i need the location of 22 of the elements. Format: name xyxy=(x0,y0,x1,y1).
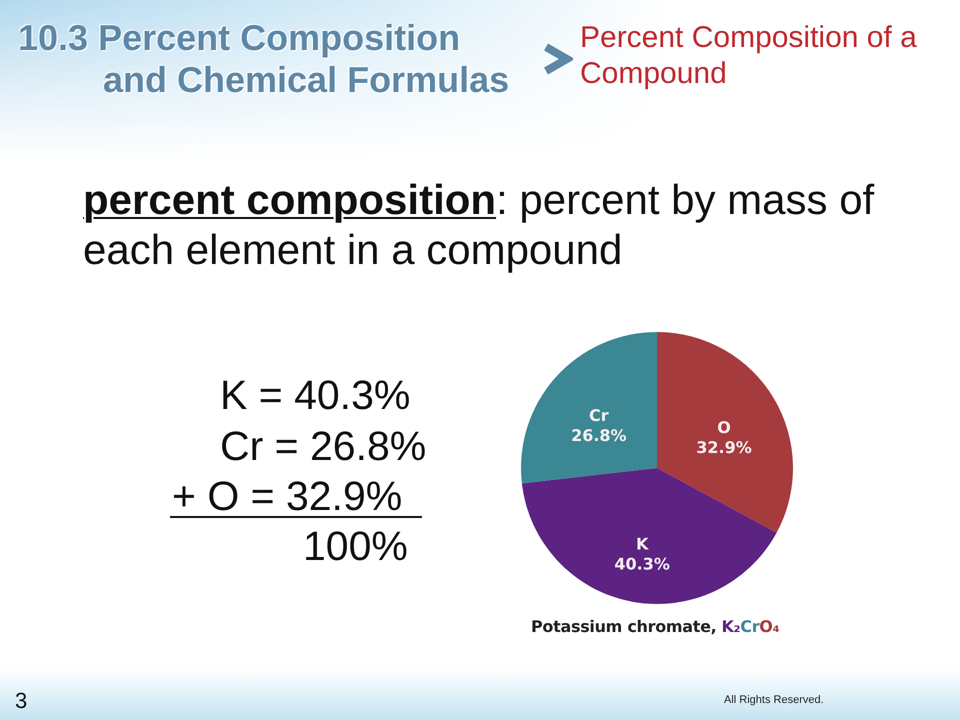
text: All Rights Reserved. xyxy=(724,694,824,707)
text: + O = 32.9% xyxy=(172,473,402,519)
data-label: 40.3% xyxy=(614,554,670,574)
text: Cr = 26.8% xyxy=(220,423,426,469)
data-label: 26.8% xyxy=(571,426,627,446)
text: 3 xyxy=(15,688,28,713)
pie-slice xyxy=(657,332,793,533)
pie-slice xyxy=(522,468,777,604)
slice-label: Cr xyxy=(588,406,609,426)
text: Potassium chromate, xyxy=(531,617,716,637)
text: each element in a compound xyxy=(83,226,622,273)
text: 100% xyxy=(303,523,408,569)
pie-slice xyxy=(521,332,657,484)
text: percent composition xyxy=(83,176,496,223)
slice-label: O xyxy=(717,418,731,438)
chart-title: 10.3 Percent Composition and Chemical Formulas xyxy=(18,17,510,101)
text: K₂CrO₄ xyxy=(721,617,780,636)
text: : percent by mass of xyxy=(496,176,874,223)
data-label: 32.9% xyxy=(696,438,752,458)
chart-subtitle: Percent Composition of a Compound xyxy=(580,20,918,92)
slice-label: K xyxy=(636,534,649,554)
text: K = 40.3% xyxy=(220,372,410,418)
